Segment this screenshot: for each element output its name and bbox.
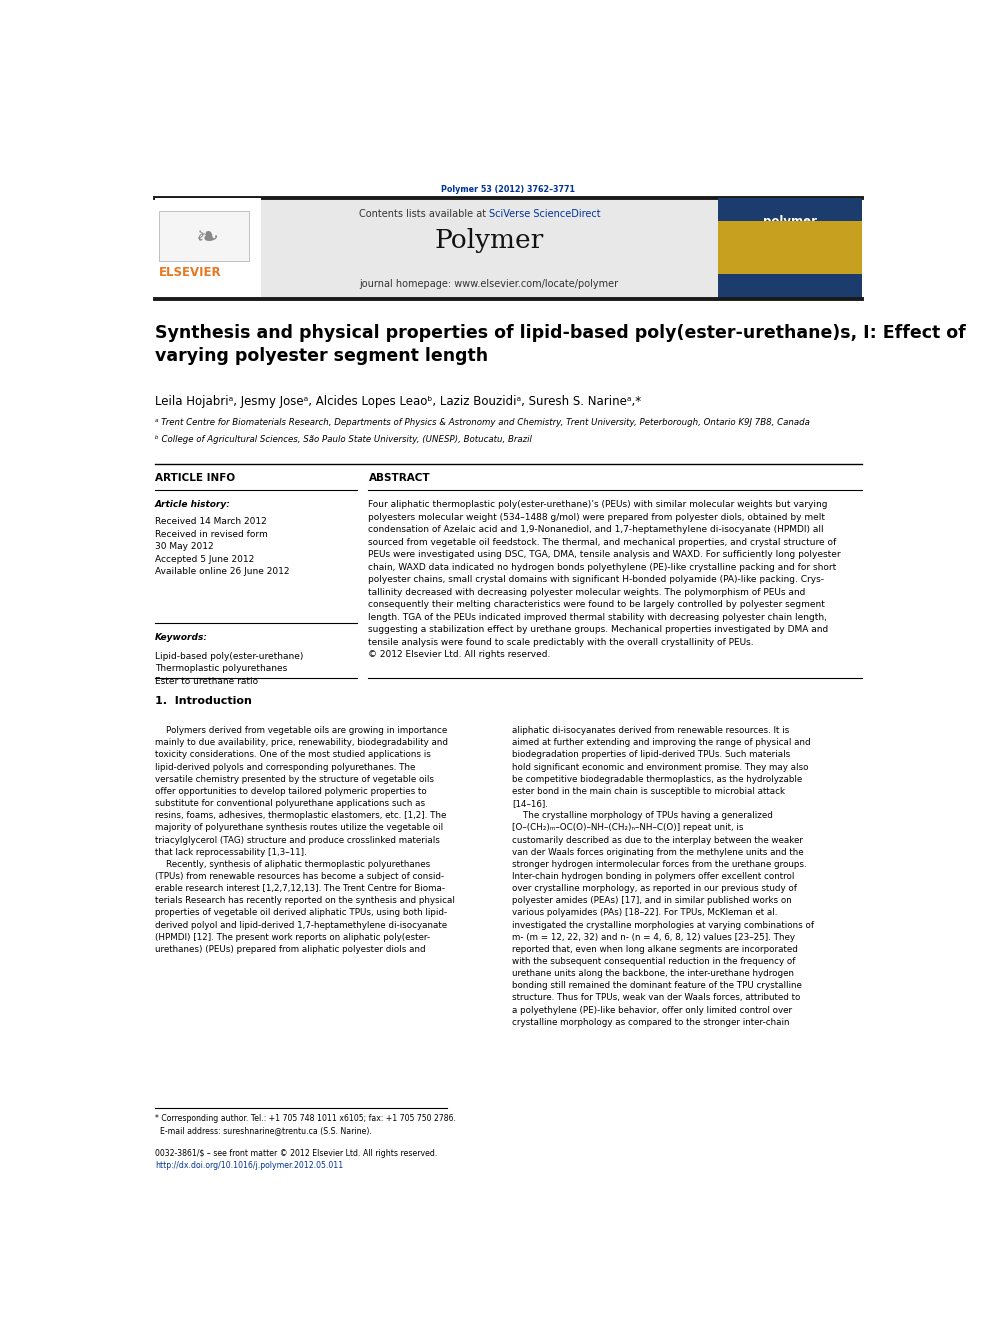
Text: Synthesis and physical properties of lipid-based poly(ester-urethane)s, I: Effec: Synthesis and physical properties of lip…: [155, 324, 965, 365]
Text: http://dx.doi.org/10.1016/j.polymer.2012.05.011: http://dx.doi.org/10.1016/j.polymer.2012…: [155, 1162, 343, 1170]
Text: Four aliphatic thermoplastic poly(ester-urethane)’s (PEUs) with similar molecula: Four aliphatic thermoplastic poly(ester-…: [368, 500, 841, 659]
Bar: [159, 210, 249, 261]
Text: Lipid-based poly(ester-urethane)
Thermoplastic polyurethanes
Ester to urethane r: Lipid-based poly(ester-urethane) Thermop…: [155, 652, 304, 685]
Text: Polymer: Polymer: [434, 229, 544, 253]
Text: Polymer 53 (2012) 3762–3771: Polymer 53 (2012) 3762–3771: [441, 185, 575, 194]
Text: ELSEVIER: ELSEVIER: [159, 266, 221, 279]
Text: Keywords:: Keywords:: [155, 634, 207, 643]
Text: SciVerse ScienceDirect: SciVerse ScienceDirect: [489, 209, 601, 218]
Text: Leila Hojabriᵃ, Jesmy Joseᵃ, Alcides Lopes Leaoᵇ, Laziz Bouzidiᵃ, Suresh S. Nari: Leila Hojabriᵃ, Jesmy Joseᵃ, Alcides Lop…: [155, 396, 641, 407]
Text: 0032-3861/$ – see front matter © 2012 Elsevier Ltd. All rights reserved.: 0032-3861/$ – see front matter © 2012 El…: [155, 1148, 437, 1158]
Text: ᵇ College of Agricultural Sciences, São Paulo State University, (UNESP), Botucat: ᵇ College of Agricultural Sciences, São …: [155, 435, 532, 443]
Bar: [717, 198, 862, 299]
Text: ABSTRACT: ABSTRACT: [368, 472, 431, 483]
Bar: [717, 221, 862, 274]
Text: polymer: polymer: [763, 214, 816, 228]
Text: * Corresponding author. Tel.: +1 705 748 1011 x6105; fax: +1 705 750 2786.
  E-m: * Corresponding author. Tel.: +1 705 748…: [155, 1114, 455, 1135]
Text: ARTICLE INFO: ARTICLE INFO: [155, 472, 235, 483]
Text: Contents lists available at: Contents lists available at: [359, 209, 489, 218]
Bar: [155, 198, 261, 299]
Text: ❧: ❧: [196, 224, 219, 253]
Text: Received 14 March 2012
Received in revised form
30 May 2012
Accepted 5 June 2012: Received 14 March 2012 Received in revis…: [155, 517, 290, 577]
Text: Polymers derived from vegetable oils are growing in importance
mainly to due ava: Polymers derived from vegetable oils are…: [155, 726, 454, 954]
Text: 1.  Introduction: 1. Introduction: [155, 696, 252, 705]
Text: aliphatic di-isocyanates derived from renewable resources. It is
aimed at furthe: aliphatic di-isocyanates derived from re…: [512, 726, 814, 1027]
Text: Article history:: Article history:: [155, 500, 230, 509]
Bar: [155, 198, 862, 299]
Text: ᵃ Trent Centre for Biomaterials Research, Departments of Physics & Astronomy and: ᵃ Trent Centre for Biomaterials Research…: [155, 418, 809, 426]
Text: journal homepage: www.elsevier.com/locate/polymer: journal homepage: www.elsevier.com/locat…: [360, 279, 619, 290]
